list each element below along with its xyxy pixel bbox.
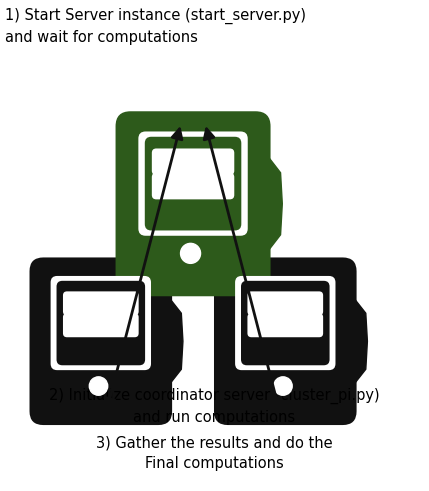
Polygon shape [334, 281, 367, 402]
FancyBboxPatch shape [248, 313, 323, 337]
FancyBboxPatch shape [57, 281, 145, 365]
Text: 3) Gather the results and do the
Final computations: 3) Gather the results and do the Final c… [96, 435, 332, 471]
Text: 1) Start Server instance (start_server.py)
and wait for computations: 1) Start Server instance (start_server.p… [5, 8, 306, 45]
Circle shape [181, 244, 200, 263]
FancyBboxPatch shape [235, 276, 335, 370]
FancyBboxPatch shape [63, 291, 139, 315]
FancyBboxPatch shape [30, 257, 172, 425]
Text: 2) Initialize coordinator server (cluster_pi.py)
and run computations: 2) Initialize coordinator server (cluste… [48, 388, 379, 425]
FancyBboxPatch shape [115, 111, 271, 296]
Polygon shape [245, 137, 282, 271]
FancyBboxPatch shape [51, 276, 151, 370]
FancyBboxPatch shape [152, 148, 234, 175]
Polygon shape [149, 281, 183, 402]
FancyBboxPatch shape [214, 257, 356, 425]
FancyBboxPatch shape [145, 137, 241, 230]
FancyBboxPatch shape [139, 132, 248, 236]
FancyBboxPatch shape [248, 291, 323, 315]
FancyBboxPatch shape [63, 313, 139, 337]
FancyBboxPatch shape [152, 173, 234, 199]
Circle shape [274, 377, 292, 395]
Circle shape [89, 377, 108, 395]
FancyBboxPatch shape [241, 281, 329, 365]
